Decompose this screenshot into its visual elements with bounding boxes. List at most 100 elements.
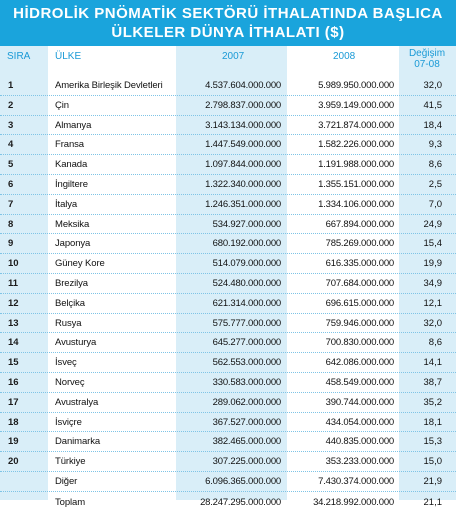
table-row: 20 Türkiye 307.225.000.000 353.233.000.000 1… [0,452,456,472]
value-2007-cell: 2.798.837.000.000 [205,99,281,111]
country-cell: Almanya [55,119,92,131]
value-2007-cell: 1.097.844.000.000 [205,159,281,171]
title-line-1: HİDROLİK PNÖMATİK SEKTÖRÜ İTHALATINDA BA… [13,5,443,22]
header-change-line2: 07-08 [414,59,440,70]
value-2008-cell: 353.233.000.000 [325,456,395,468]
value-2007-cell: 307.225.000.000 [212,456,282,468]
change-cell: 19,9 [423,258,443,270]
change-cell: 15,3 [423,436,443,448]
value-2008-cell: 1.355.151.000.000 [318,178,394,190]
value-2008-cell: 5.989.950.000.000 [318,80,394,91]
table-body: 1 Amerika Birleşik Devletleri 4.537.604.00… [0,76,456,512]
value-2008-cell: 707.684.000.000 [325,277,395,289]
country-cell: İsveç [55,357,77,369]
value-2008-cell: 3.721.874.000.000 [318,119,394,131]
country-cell: İsviçre [55,416,82,428]
rank-cell: 8 [8,218,14,230]
country-cell: Danimarka [55,436,101,448]
total-2008: 34.218.992.000.000 [313,496,394,508]
value-2008-cell: 700.830.000.000 [325,337,395,349]
table-row: 3 Almanya 3.143.134.000.000 3.721.874.000.0… [0,116,456,136]
table-row: 2 Çin 2.798.837.000.000 3.959.149.000.000 41… [0,96,456,116]
header-2008: 2008 [333,51,356,62]
table-header: SIRA ÜLKE 2007 2008 Değişim 07-08 [0,46,456,76]
table-row: Diğer 6.096.365.000.000 7.430.374.000.000 2… [0,472,456,492]
change-cell: 21,9 [423,475,443,487]
change-cell: 8,6 [428,159,442,171]
value-2007-cell: 621.314.000.000 [212,297,282,309]
rank-cell: 12 [8,297,19,309]
table-row: 6 İngiltere 1.322.340.000.000 1.355.151.000… [0,175,456,195]
table-row: 11 Brezilya 524.480.000.000 707.684.000.000… [0,274,456,294]
rank-cell: 18 [8,416,19,428]
country-cell: Norveç [55,376,85,388]
data-table: SIRA ÜLKE 2007 2008 Değişim 07-08 1 Ameri… [0,46,456,508]
table-row: 19 Danimarka 382.465.000.000 440.835.000.00… [0,432,456,453]
table-row: 18 İsviçre 367.527.000.000 434.054.000.000 1… [0,413,456,433]
rank-cell: 4 [8,139,14,151]
header-rank: SIRA [7,51,31,62]
value-2008-cell: 759.946.000.000 [325,317,395,329]
rank-cell: 17 [8,396,19,408]
total-label: Toplam [55,496,86,508]
change-cell: 34,9 [423,277,443,289]
title-line-2: ÜLKELER DÜNYA İTHALATI ($) [111,24,345,41]
change-cell: 14,1 [423,357,443,369]
change-cell: 18,1 [423,416,443,428]
rank-cell: 13 [8,317,19,329]
header-country: ÜLKE [55,51,82,62]
value-2007-cell: 6.096.365.000.000 [205,475,281,487]
table-row: 1 Amerika Birleşik Devletleri 4.537.604.00… [0,76,456,96]
country-cell: Meksika [55,218,90,230]
table-row: 5 Kanada 1.097.844.000.000 1.191.988.000.00… [0,155,456,175]
value-2007-cell: 4.537.604.000.000 [205,80,281,91]
country-cell: Avustralya [55,396,99,408]
table-row: 14 Avusturya 645.277.000.000 700.830.000.00… [0,333,456,354]
value-2007-cell: 367.527.000.000 [212,416,282,428]
value-2008-cell: 440.835.000.000 [325,436,395,448]
country-cell: Brezilya [55,277,88,289]
country-cell: Avusturya [55,337,97,349]
country-cell: Türkiye [55,456,86,468]
value-2007-cell: 1.246.351.000.000 [205,198,281,210]
change-cell: 18,4 [423,119,443,131]
value-2007-cell: 562.553.000.000 [212,357,282,369]
value-2008-cell: 458.549.000.000 [325,376,395,388]
table-row: 15 İsveç 562.553.000.000 642.086.000.000 14,… [0,353,456,373]
value-2008-cell: 667.894.000.000 [325,218,395,230]
country-cell: Belçika [55,297,85,309]
change-cell: 9,3 [428,139,442,151]
value-2007-cell: 3.143.134.000.000 [205,119,281,131]
rank-cell: 16 [8,376,19,388]
table-row: 13 Rusya 575.777.000.000 759.946.000.000 32,… [0,314,456,334]
title-banner: HİDROLİK PNÖMATİK SEKTÖRÜ İTHALATINDA BA… [0,0,456,46]
value-2007-cell: 289.062.000.000 [212,396,282,408]
table-row: 8 Meksika 534.927.000.000 667.894.000.000 24… [0,215,456,235]
change-cell: 15,0 [423,456,443,468]
table-row: 10 Güney Kore 514.079.000.000 616.335.000.0… [0,254,456,274]
total-change: 21,1 [423,496,443,508]
country-cell: Çin [55,99,69,111]
rank-cell: 14 [8,337,19,349]
rank-cell: 2 [8,99,14,111]
value-2008-cell: 696.615.000.000 [325,297,395,309]
value-2008-cell: 7.430.374.000.000 [318,475,394,487]
country-cell: Amerika Birleşik Devletleri [55,80,163,91]
total-2007: 28.247.295.000.000 [200,496,281,508]
rank-cell: 1 [8,80,14,91]
header-change-line1: Değişim [408,48,446,59]
change-cell: 35,2 [423,396,443,408]
value-2008-cell: 785.269.000.000 [325,238,395,250]
value-2008-cell: 390.744.000.000 [325,396,395,408]
value-2008-cell: 1.191.988.000.000 [318,159,394,171]
change-cell: 12,1 [423,297,443,309]
value-2007-cell: 514.079.000.000 [212,258,282,270]
change-cell: 8,6 [428,337,442,349]
rank-cell: 20 [8,456,19,468]
value-2007-cell: 534.927.000.000 [212,218,282,230]
rank-cell: 3 [8,119,14,131]
value-2007-cell: 524.480.000.000 [212,277,282,289]
value-2008-cell: 1.334.106.000.000 [318,198,394,210]
change-cell: 15,4 [423,238,443,250]
